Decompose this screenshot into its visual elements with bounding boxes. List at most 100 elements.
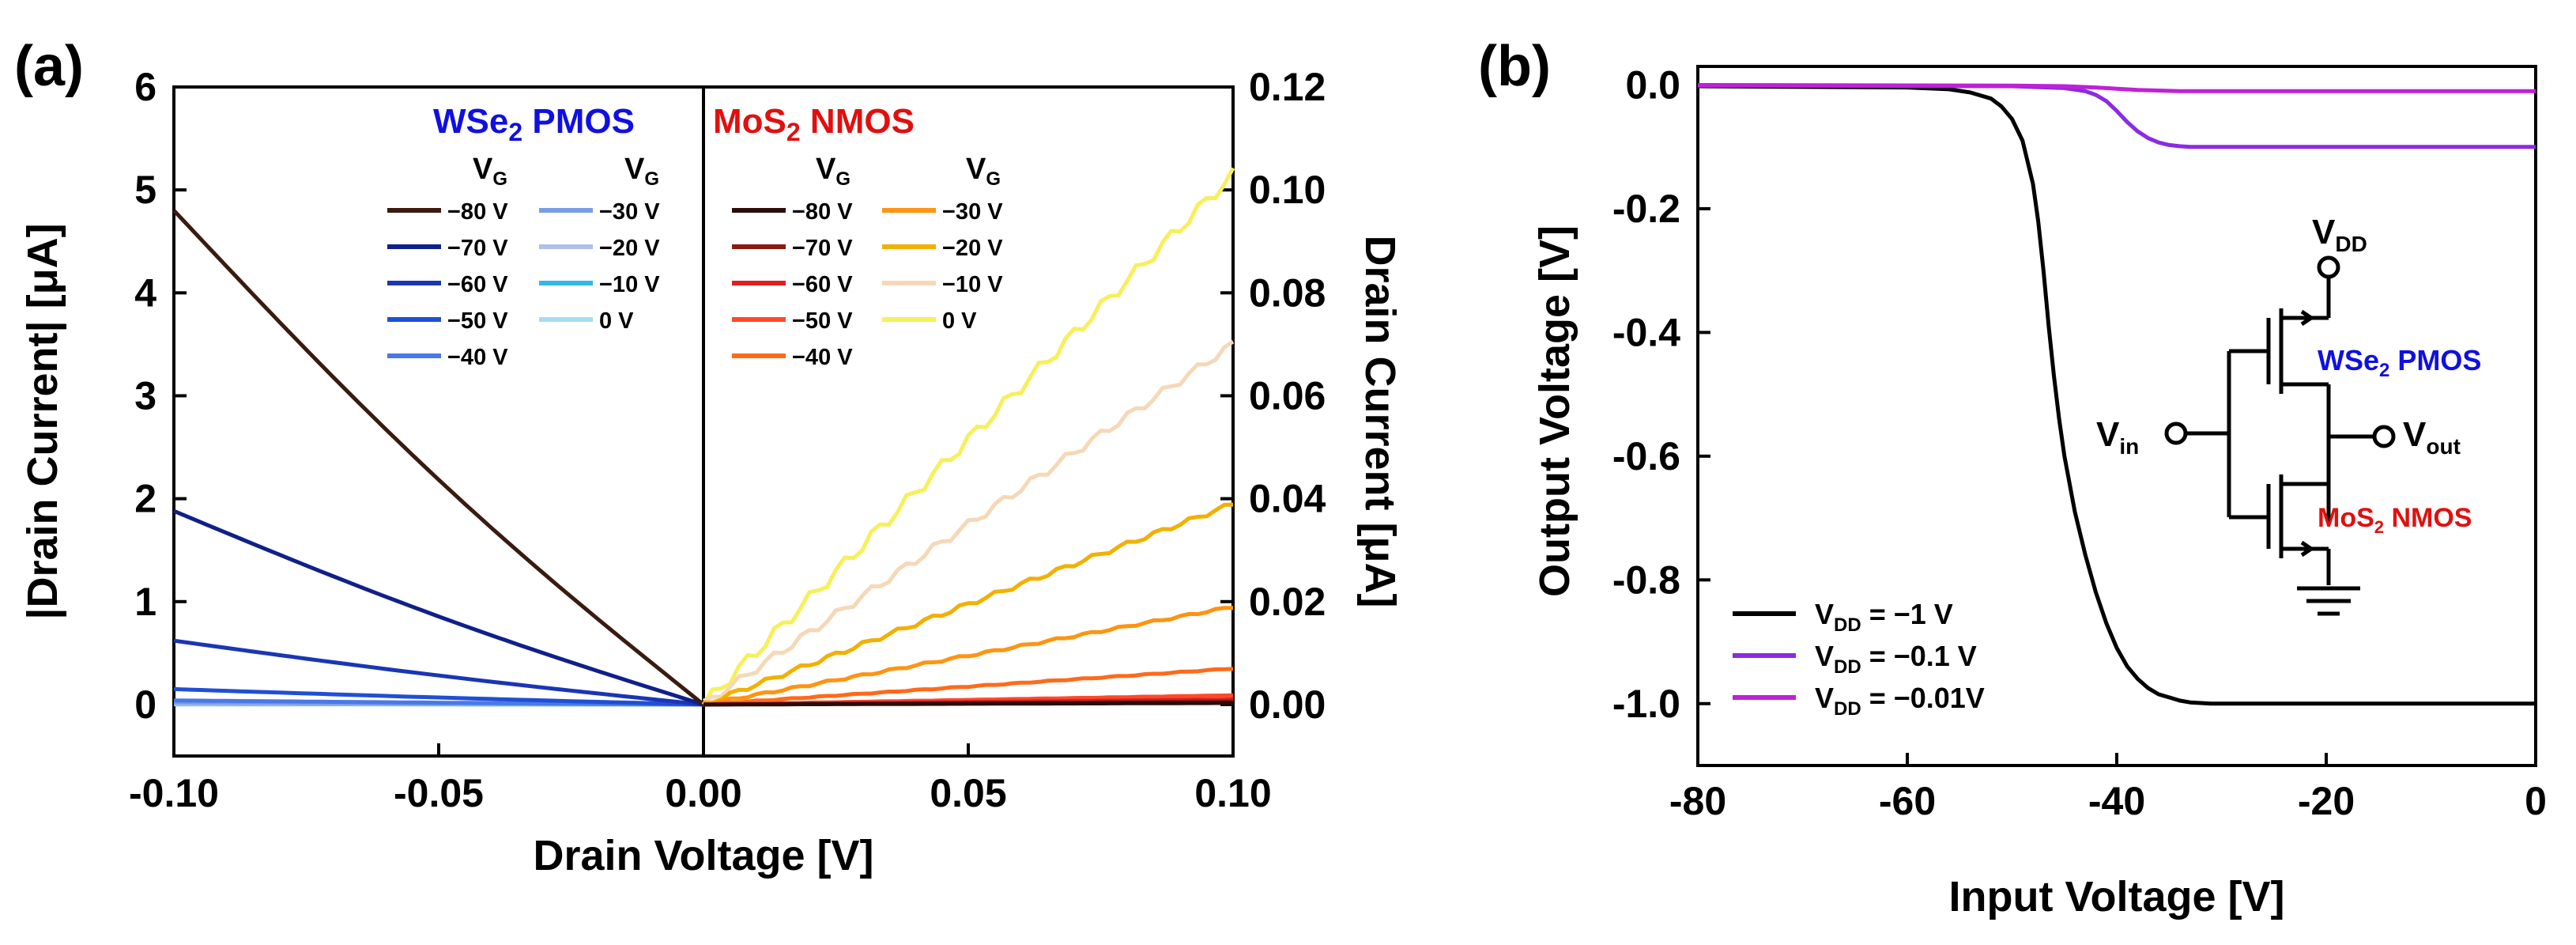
legend-entry-label: −40 V — [792, 345, 853, 370]
legend-entry-label: −50 V — [792, 308, 853, 334]
legend-entry-label: −60 V — [792, 272, 853, 297]
legend-entry-label: −70 V — [792, 236, 853, 261]
panel-b-y-tick-label: -1.0 — [1612, 682, 1680, 726]
legend-entry-label: −10 V — [599, 272, 660, 297]
legend-entry-label: 0 V — [942, 308, 977, 334]
vdd-label: VDD — [2312, 213, 2367, 256]
legend-entry-label: −10 V — [942, 272, 1003, 297]
panel-b-x-tick-label: 0 — [2525, 779, 2547, 823]
panel-a-right-y-axis-label: Drain Current [μA] — [1356, 235, 1404, 607]
legend-entry-label: −20 V — [942, 236, 1003, 261]
panel-a-x-axis-label: Drain Voltage [V] — [533, 832, 873, 879]
nmos-curve — [703, 502, 1234, 705]
panel-b-y-axis-label: Output Voltage [V] — [1531, 225, 1578, 597]
panel-b-legend-label: VDD = −1 V — [1815, 598, 1953, 636]
panel-a-right-y-tick-label: 0.10 — [1249, 168, 1326, 212]
panel-b-x-tick-label: -80 — [1669, 779, 1726, 823]
panel-b-y-tick-label: -0.6 — [1612, 434, 1680, 478]
panel-b-series — [1697, 83, 2536, 706]
pmos-title-sub: 2 — [508, 118, 522, 146]
pmos-arrow — [2300, 309, 2315, 327]
panel-a-left-y-axis-label: |Drain Current| [μA] — [19, 223, 67, 619]
panel-a-x-tick-label: 0.05 — [930, 771, 1006, 815]
nmos-curve — [702, 339, 1235, 703]
panel-b-legend: VDD = −1 V VDD = −0.1 V VDD = −0.01V — [1733, 598, 1985, 720]
legend-entry-label: −70 V — [447, 236, 508, 261]
legend-entry-label: −20 V — [599, 236, 660, 261]
vout-terminal — [2372, 425, 2396, 448]
panel-b: (b) -80 -60 -40 -20 0 0.0 -0.2 -0.4 -0.6 -0.8 -1.0… — [1478, 35, 2547, 920]
pmos-legend-header-left: VG — [473, 153, 507, 190]
panel-a-left-y-tick-label: 0 — [134, 682, 157, 727]
nmos-title-rest: NMOS — [801, 102, 915, 141]
pmos-legend-title: WSe2 PMOS — [433, 102, 635, 146]
panel-b-y-tick-label: -0.4 — [1612, 310, 1680, 354]
nmos-legend-header-left: VG — [816, 153, 850, 190]
panel-a-left-y-tick-label: 6 — [134, 65, 157, 109]
pmos-legend-header-right: VG — [624, 153, 659, 190]
panel-a-left-y-tick-label: 2 — [134, 477, 157, 521]
panel-b-x-axis-label: Input Voltage [V] — [1949, 873, 2285, 920]
panel-a-x-tick-label: 0.10 — [1194, 771, 1271, 815]
legend-entry-label: 0 V — [599, 308, 634, 334]
nmos-curve — [703, 606, 1234, 707]
legend-entry-label: −40 V — [447, 345, 508, 370]
nmos-legend-title: MoS2 NMOS — [713, 102, 915, 146]
pmos-curve — [173, 508, 704, 707]
pmos-curve — [172, 209, 705, 706]
inset-pmos-label: WSe2 PMOS — [2318, 344, 2481, 381]
legend-entry-label: −30 V — [942, 199, 1003, 225]
pmos-legend: WSe2 PMOS VG VG −80 V −70 V −60 V −50 V −40 … — [387, 102, 660, 370]
panel-a-left-y-tick-label: 5 — [134, 168, 157, 212]
legend-entry-label: −60 V — [447, 272, 508, 297]
panel-b-legend-label: VDD = −0.01V — [1815, 682, 1985, 720]
pmos-title-rest: PMOS — [522, 102, 635, 141]
panel-a-left-y-tick-label: 4 — [134, 270, 157, 315]
panel-a-right-y-tick-label: 0.12 — [1249, 65, 1326, 109]
pmos-curve — [173, 686, 704, 707]
panel-b-label: (b) — [1478, 35, 1551, 98]
panel-a-x-tick-label: -0.10 — [129, 771, 219, 815]
legend-entry-label: −80 V — [792, 199, 853, 225]
panel-b-x-tick-label: -60 — [1879, 779, 1936, 823]
panel-a-x-tick-label: 0.00 — [665, 771, 741, 815]
legend-entry-label: −50 V — [447, 308, 508, 334]
inverter-circuit-inset — [2164, 255, 2396, 616]
panel-a-right-y-tick-label: 0.06 — [1249, 373, 1326, 418]
vtc-curve — [1697, 84, 2536, 706]
panel-b-y-tick-label: 0.0 — [1625, 62, 1680, 107]
nmos-curve — [701, 167, 1235, 706]
panel-a-label: (a) — [14, 35, 84, 98]
panel-b-y-tick-label: -0.8 — [1612, 558, 1680, 602]
legend-entry-label: −30 V — [599, 199, 660, 225]
panel-b-ticks: -80 -60 -40 -20 0 0.0 -0.2 -0.4 -0.6 -0.8 -1.0 — [1612, 62, 2547, 823]
panel-a-x-tick-label: -0.05 — [394, 771, 484, 815]
panel-a-right-y-tick-label: 0.08 — [1249, 270, 1326, 315]
vdd-terminal — [2317, 255, 2340, 279]
nmos-curve — [703, 667, 1234, 707]
pmos-curve — [173, 638, 704, 707]
vtc-curve — [1697, 83, 2536, 149]
panel-a-right-y-tick-label: 0.00 — [1249, 682, 1326, 727]
nmos-curve — [703, 701, 1233, 707]
vin-label: Vin — [2096, 415, 2139, 459]
legend-entry-label: −80 V — [447, 199, 508, 225]
nmos-title-main: MoS — [713, 102, 786, 141]
panel-b-y-tick-label: -0.2 — [1612, 187, 1680, 231]
vin-terminal — [2164, 421, 2188, 445]
vtc-curve — [1697, 83, 2536, 93]
panel-b-x-tick-label: -40 — [2088, 779, 2145, 823]
pmos-title-main: WSe — [433, 102, 508, 141]
nmos-arrow — [2300, 540, 2315, 558]
inset-nmos-label: MoS2 NMOS — [2318, 503, 2472, 537]
panel-a-left-y-tick-label: 3 — [134, 373, 157, 418]
panel-a-left-y-tick-label: 1 — [134, 580, 157, 624]
panel-b-x-tick-label: -20 — [2298, 779, 2355, 823]
panel-a-right-y-tick-label: 0.02 — [1249, 580, 1326, 624]
panel-b-legend-label: VDD = −0.1 V — [1815, 640, 1977, 678]
panel-a-series — [172, 167, 1235, 707]
vout-label: Vout — [2403, 415, 2461, 459]
panel-a-right-y-tick-label: 0.04 — [1249, 477, 1326, 521]
nmos-legend-header-right: VG — [966, 153, 1001, 190]
